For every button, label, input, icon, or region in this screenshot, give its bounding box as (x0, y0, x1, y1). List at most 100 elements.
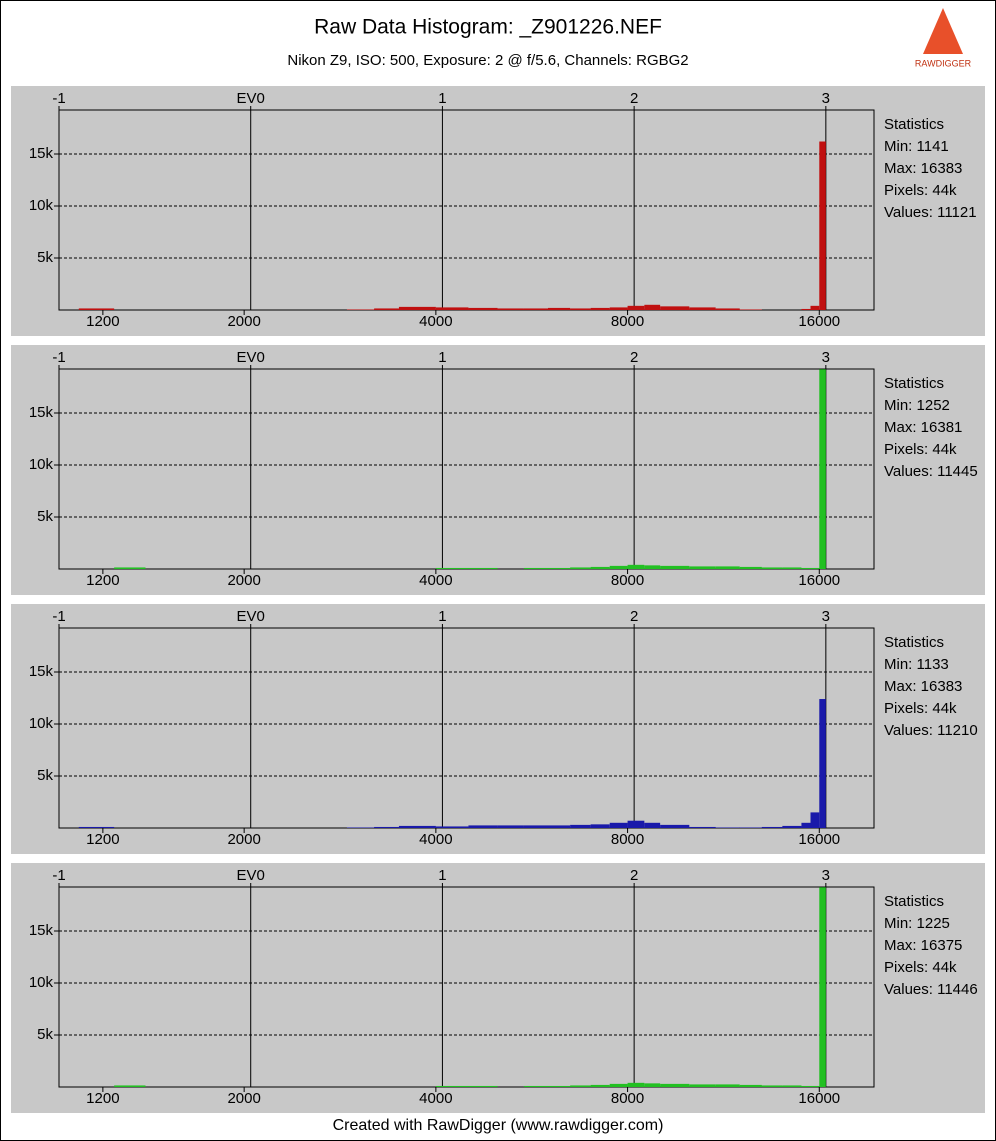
x-tick-label: 1200 (86, 1090, 119, 1107)
x-tick-label: 16000 (798, 1090, 840, 1107)
statistics-line: Values: 11445 (884, 463, 978, 480)
histogram-bar (523, 825, 549, 828)
y-tick-label: 10k (29, 974, 54, 991)
histogram-bar (398, 825, 436, 828)
histogram-bar (497, 308, 524, 310)
title: Raw Data Histogram: _Z901226.NEF (314, 16, 662, 39)
histogram-bar (810, 812, 820, 828)
histogram-bar (548, 1085, 571, 1087)
logo-text: RAWDIGGER (915, 58, 972, 68)
x-tick-label: 4000 (419, 313, 452, 330)
ev-tick-label: 2 (630, 90, 638, 107)
histogram-bar (570, 824, 591, 828)
x-tick-label: 2000 (227, 572, 260, 589)
x-tick-label: 16000 (798, 313, 840, 330)
histogram-bar (570, 308, 591, 310)
ev-tick-label: -1 (52, 867, 65, 884)
histogram-bar (819, 699, 826, 828)
histogram-bar (374, 308, 399, 310)
histogram-bar (782, 1085, 802, 1087)
x-tick-label: 4000 (419, 1090, 452, 1107)
x-tick-label: 1200 (86, 572, 119, 589)
statistics-line: Min: 1225 (884, 915, 950, 932)
ev-tick-label: 3 (822, 867, 830, 884)
statistics-line: Min: 1252 (884, 397, 950, 414)
histogram-bar (782, 567, 802, 569)
ev-tick-label: 3 (822, 349, 830, 366)
ev-tick-label: -1 (52, 608, 65, 625)
histogram-bar (570, 1085, 591, 1087)
histogram-bar (810, 1085, 820, 1087)
plot-area (58, 368, 875, 570)
ev-tick-label: 2 (630, 608, 638, 625)
x-tick-label: 1200 (86, 831, 119, 848)
histogram-bar (609, 307, 628, 310)
statistics-line: Max: 16375 (884, 937, 962, 954)
statistics-line: Statistics (884, 116, 944, 133)
histogram-bar (689, 307, 716, 310)
histogram-bar (78, 308, 115, 310)
y-tick-label: 5k (37, 767, 53, 784)
histogram-bar (435, 1085, 469, 1087)
histogram-bar (609, 1083, 628, 1087)
histogram-bar (715, 308, 740, 310)
ev-tick-label: 3 (822, 608, 830, 625)
histogram-bar (801, 1085, 811, 1087)
statistics-line: Values: 11446 (884, 981, 978, 998)
histogram-bar (398, 306, 436, 310)
histogram-bar (739, 827, 762, 828)
ev-tick-label: 1 (438, 90, 446, 107)
ev-tick-label: 2 (630, 867, 638, 884)
histogram-bar (689, 1084, 716, 1087)
histogram-bar (590, 824, 610, 828)
histogram-bar (590, 1084, 610, 1087)
ev-tick-label: 1 (438, 349, 446, 366)
histogram-bar (374, 826, 399, 828)
histogram-bar (761, 826, 783, 828)
histogram-bar (609, 565, 628, 569)
histogram-bar (801, 308, 811, 310)
x-tick-label: 4000 (419, 572, 452, 589)
ev-tick-label: EV0 (237, 867, 265, 884)
histogram-bar (660, 1083, 690, 1087)
ev-tick-label: 1 (438, 867, 446, 884)
statistics-line: Max: 16383 (884, 678, 962, 695)
histogram-bar (114, 567, 146, 569)
histogram-bar (739, 309, 762, 310)
histogram-bar (819, 369, 826, 569)
histogram-bar (660, 824, 690, 828)
statistics-line: Statistics (884, 634, 944, 651)
histogram-bar (739, 1084, 762, 1087)
y-tick-label: 5k (37, 508, 53, 525)
histogram-bar (810, 305, 820, 310)
histogram-bar (761, 567, 783, 569)
histogram-bar (819, 141, 826, 310)
histogram-bar (715, 1084, 740, 1087)
x-tick-label: 1200 (86, 313, 119, 330)
histogram-bar (468, 1085, 498, 1087)
histogram-bar (523, 1085, 549, 1087)
y-tick-label: 10k (29, 197, 54, 214)
histogram-bar (468, 825, 498, 828)
footer: Created with RawDigger (www.rawdigger.co… (333, 1117, 664, 1134)
histogram-bar (78, 826, 115, 828)
statistics-line: Statistics (884, 375, 944, 392)
y-tick-label: 15k (29, 922, 54, 939)
subtitle: Nikon Z9, ISO: 500, Exposure: 2 @ f/5.6,… (287, 52, 688, 69)
x-tick-label: 8000 (611, 313, 644, 330)
logo-triangle (923, 8, 963, 54)
histogram-bar (468, 567, 498, 569)
x-tick-label: 4000 (419, 831, 452, 848)
histogram-bar (660, 565, 690, 569)
histogram-bar (627, 305, 645, 310)
ev-tick-label: -1 (52, 90, 65, 107)
histogram-bar (548, 825, 571, 828)
x-tick-label: 8000 (611, 572, 644, 589)
statistics-line: Pixels: 44k (884, 959, 957, 976)
histogram-bar (810, 567, 820, 569)
histogram-bar (590, 566, 610, 569)
histogram-bar (782, 825, 802, 828)
ev-tick-label: EV0 (237, 349, 265, 366)
histogram-bar (114, 1085, 146, 1087)
